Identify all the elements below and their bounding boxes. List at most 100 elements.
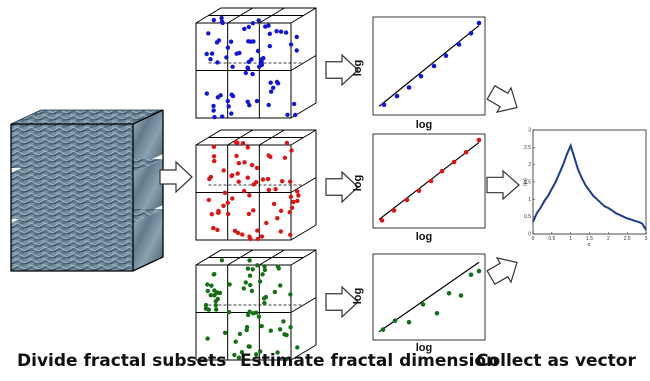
- subset-point: [219, 15, 224, 21]
- log-plot-point: [476, 137, 482, 143]
- subset-point: [266, 187, 272, 193]
- log-plot-point: [406, 85, 412, 90]
- subset-point: [256, 18, 261, 23]
- subset-point: [251, 311, 256, 316]
- subset-point: [258, 349, 263, 354]
- subset-point: [209, 51, 215, 56]
- subset-point: [234, 153, 239, 159]
- spectrum-x-tick: 3: [645, 236, 648, 242]
- subset-point: [211, 144, 217, 149]
- subset-point: [282, 155, 288, 160]
- subset-cube-red: [195, 129, 317, 242]
- subset-point: [211, 103, 216, 109]
- subset-point: [247, 193, 252, 198]
- subset-point: [211, 154, 217, 159]
- subset-point: [214, 290, 219, 295]
- log-plot-point: [420, 302, 426, 307]
- caption-divide: Divide fractal subsets: [17, 351, 227, 371]
- subset-point: [259, 323, 264, 329]
- subset-point: [278, 208, 284, 213]
- subset-point: [295, 189, 300, 194]
- log-plot-x-label: log: [416, 342, 433, 354]
- subset-point: [205, 282, 210, 287]
- log-plot-point: [394, 93, 400, 99]
- subset-point: [212, 158, 217, 164]
- arrow-to-subsets: [159, 160, 193, 194]
- subset-point: [284, 140, 290, 146]
- subset-point: [250, 267, 255, 272]
- subset-point: [224, 55, 229, 60]
- subset-point: [274, 29, 279, 34]
- log-plot-point: [379, 218, 385, 223]
- subset-point: [264, 220, 269, 226]
- subset-point: [259, 234, 265, 239]
- log-plot-point: [431, 63, 437, 69]
- subset-point: [251, 208, 256, 213]
- subset-point: [291, 199, 296, 205]
- subset-point: [248, 236, 253, 242]
- subset-point: [209, 283, 214, 288]
- log-plot-point: [463, 150, 469, 155]
- subset-point: [225, 45, 231, 50]
- subset-point: [269, 89, 274, 94]
- spectrum-y-tick: 2: [528, 162, 531, 168]
- subset-point: [208, 293, 213, 298]
- subset-point: [247, 344, 252, 349]
- subset-point: [247, 103, 252, 108]
- subset-point: [266, 102, 271, 108]
- subset-point: [261, 56, 266, 61]
- subset-point: [271, 201, 277, 207]
- subset-point: [211, 108, 216, 113]
- subset-point: [245, 65, 250, 70]
- log-plot-point: [380, 327, 386, 332]
- subset-point: [225, 98, 230, 104]
- log-plot-y-label: log: [352, 288, 364, 305]
- subset-point: [254, 98, 260, 104]
- subset-point: [288, 292, 293, 297]
- subset-point: [263, 24, 268, 29]
- subset-point: [230, 196, 235, 201]
- fit-line: [378, 25, 480, 107]
- log-plot-point: [428, 178, 434, 184]
- subset-point: [278, 283, 283, 288]
- subset-point: [242, 188, 247, 194]
- subset-point: [271, 85, 276, 91]
- subset-point: [267, 43, 272, 49]
- log-plot-point: [468, 272, 474, 278]
- subset-point: [278, 29, 284, 34]
- subset-point: [285, 112, 290, 118]
- log-plot-point: [468, 31, 474, 36]
- log-plot-point: [404, 197, 410, 203]
- subset-point: [237, 331, 243, 337]
- subset-point: [227, 282, 232, 287]
- subset-point: [213, 299, 218, 304]
- subset-point: [249, 288, 255, 294]
- spectrum-x-tick: 0: [532, 236, 535, 242]
- subset-point: [204, 51, 209, 57]
- log-plot-point: [381, 102, 387, 107]
- subset-point: [211, 17, 216, 23]
- subset-point: [213, 303, 218, 308]
- subset-point: [255, 48, 261, 54]
- log-plot-point: [476, 268, 482, 274]
- log-plot-y-label: log: [352, 60, 364, 77]
- subset-point: [288, 42, 294, 47]
- spectrum-y-label: f(α): [523, 178, 529, 186]
- subset-point: [274, 79, 280, 85]
- subset-point: [250, 71, 255, 77]
- subset-point: [211, 225, 216, 231]
- subset-point: [288, 194, 294, 199]
- subset-point: [215, 60, 220, 65]
- log-plot-y-label: log: [352, 175, 364, 192]
- subset-point: [236, 179, 241, 184]
- log-plot-point: [451, 159, 457, 165]
- subset-point: [255, 236, 260, 242]
- image-stack: [10, 109, 164, 272]
- subset-point: [280, 179, 285, 184]
- subset-point: [233, 339, 238, 344]
- subset-point: [245, 99, 250, 105]
- subset-point: [247, 258, 252, 263]
- subset-point: [206, 307, 211, 312]
- arrow-to-spectrum-2: [486, 169, 520, 201]
